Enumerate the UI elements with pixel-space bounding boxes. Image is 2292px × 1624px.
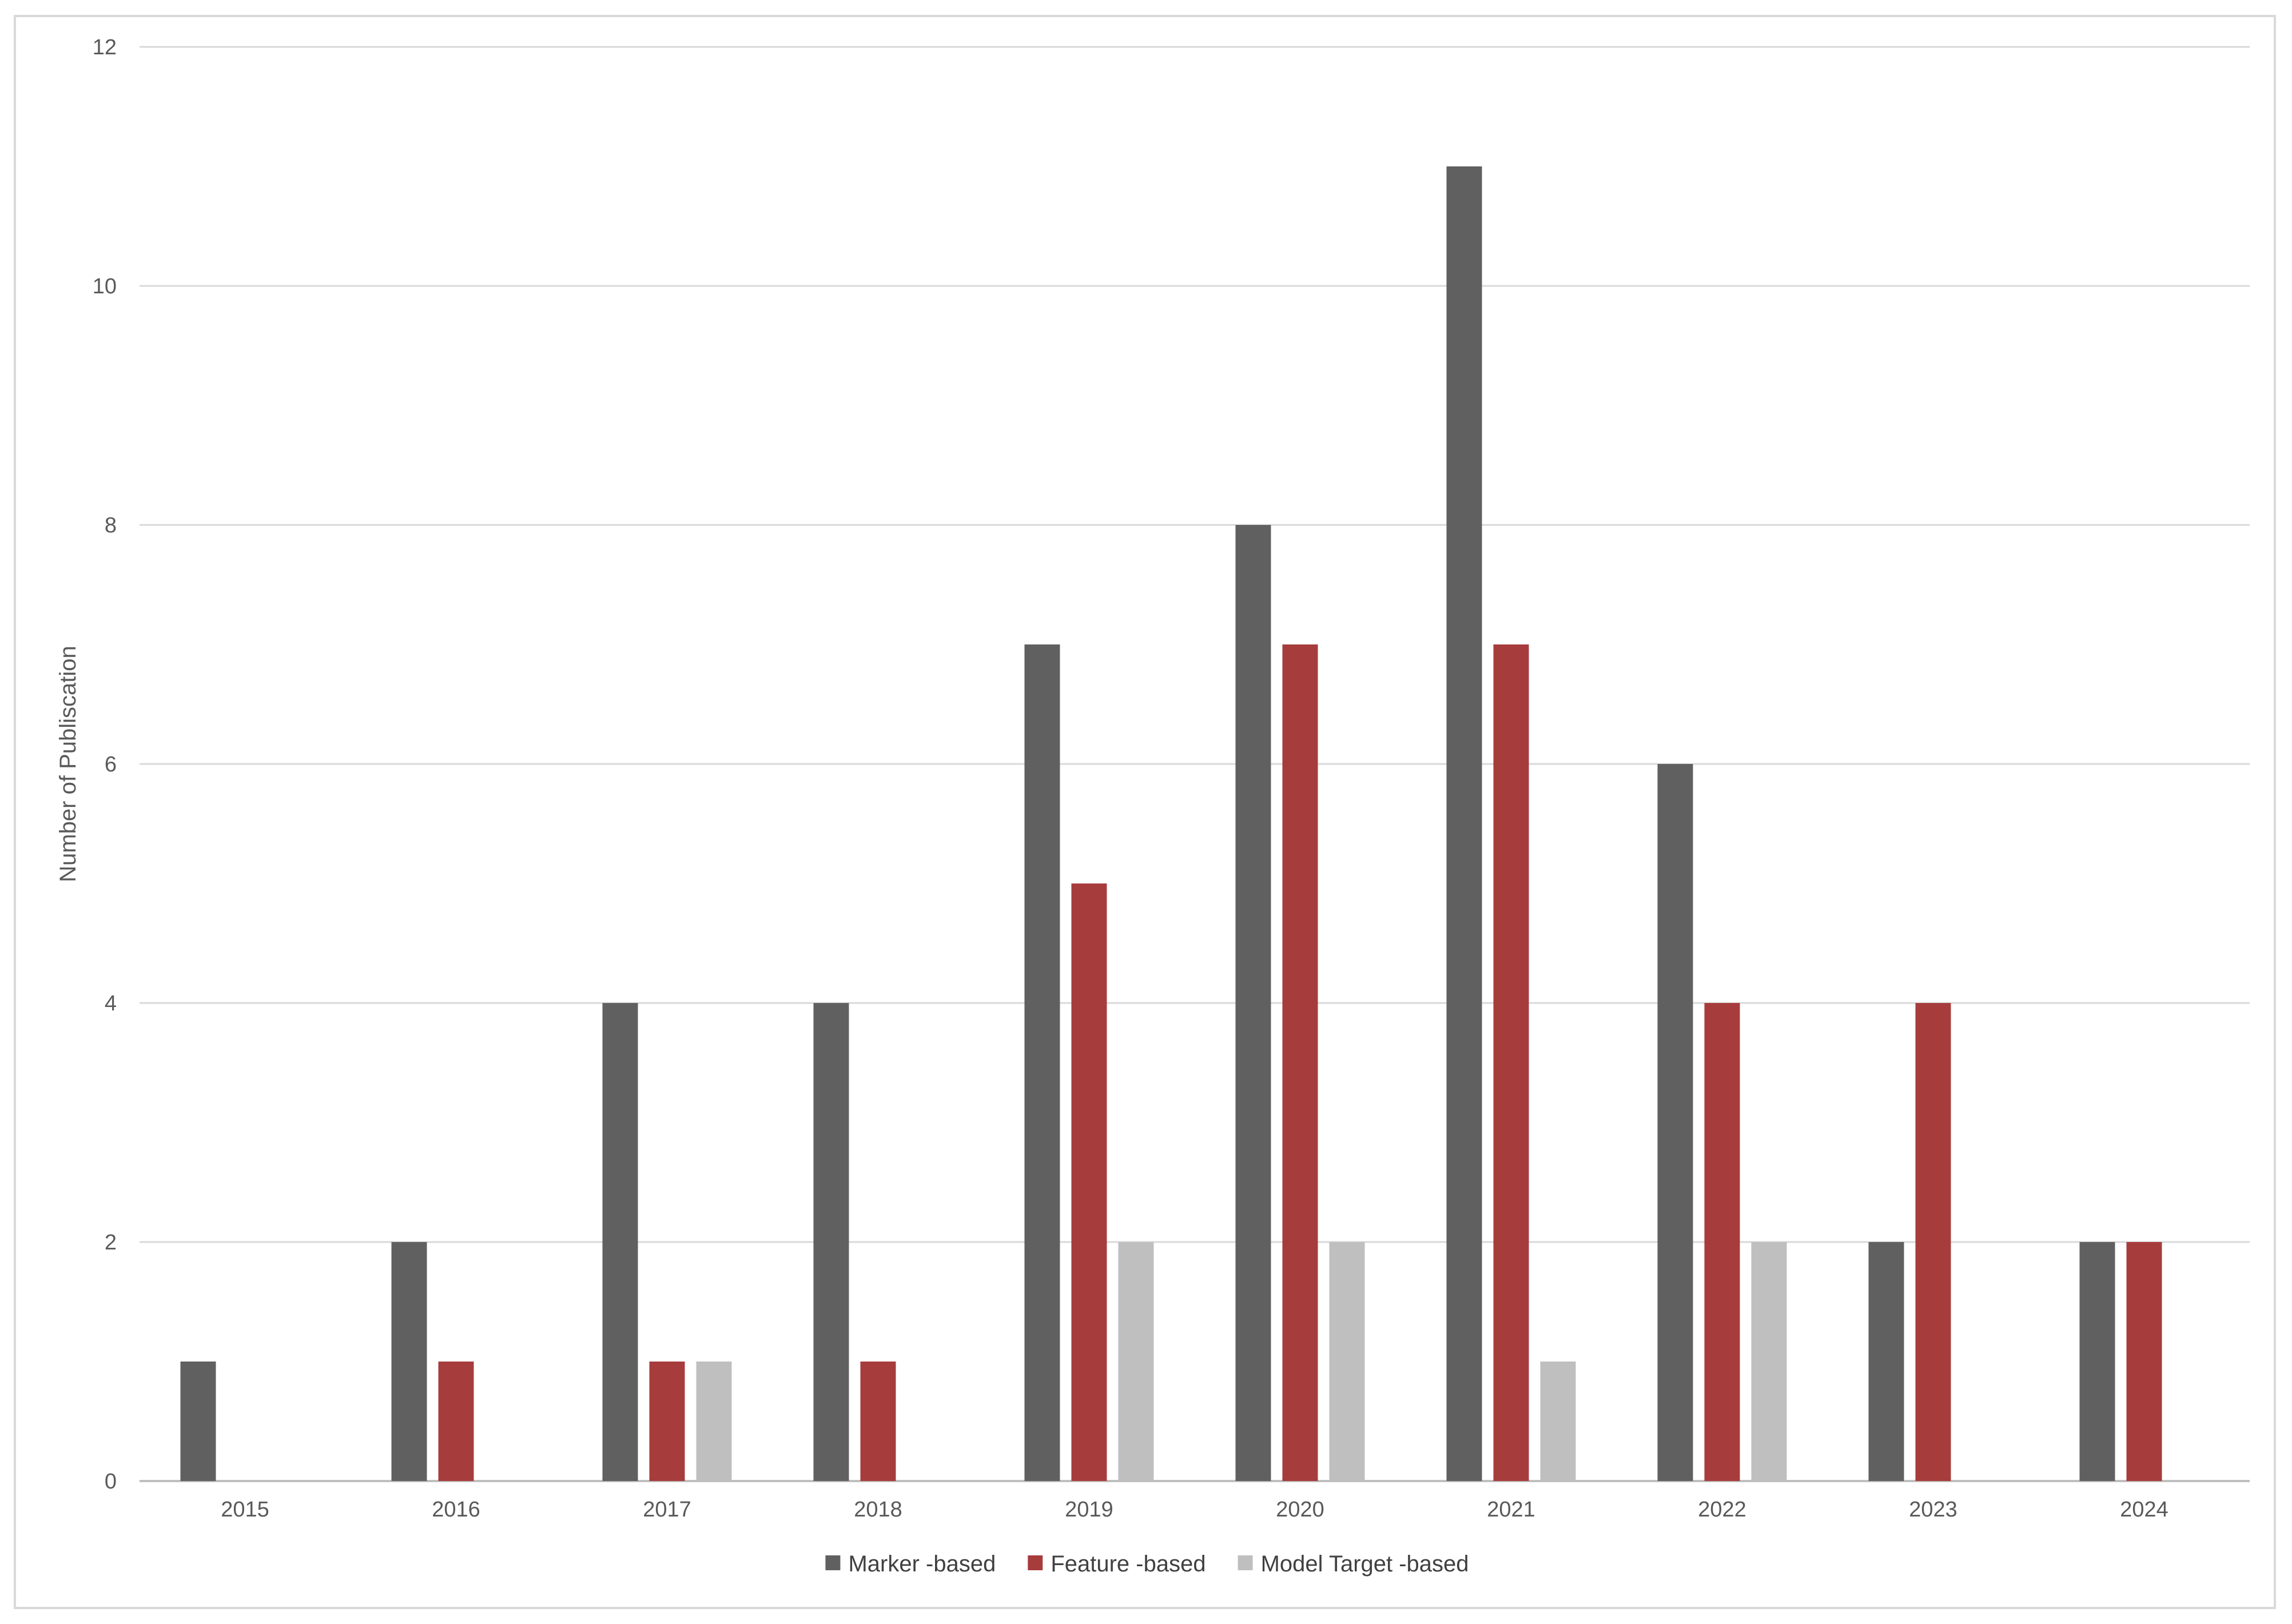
bar-2015-marker-based (180, 1362, 216, 1481)
x-tick-label: 2018 (854, 1498, 902, 1522)
legend-swatch (1237, 1555, 1253, 1570)
legend-swatch (1028, 1555, 1043, 1570)
bar-2017-model-target-based (696, 1362, 732, 1481)
bar-2021-marker-based (1446, 166, 1482, 1481)
bar-2023-marker-based (1868, 1242, 1904, 1481)
y-axis-title: Number of Publiscation (55, 646, 81, 882)
x-tick-label: 2017 (643, 1498, 691, 1522)
chart-frame: 0 2 4 6 8 10 12 2015 2016 2017 2018 2019 2020 2021 20… (14, 15, 2276, 1609)
bar-2018-marker-based (813, 1003, 849, 1481)
y-tick-label: 10 (93, 274, 117, 298)
y-tick-label: 12 (93, 35, 117, 59)
legend-swatch (825, 1555, 841, 1570)
bars (180, 166, 2162, 1481)
bar-2019-model-target-based (1118, 1242, 1154, 1481)
x-tick-label: 2019 (1065, 1498, 1113, 1522)
y-tick-label: 8 (105, 514, 117, 538)
y-tick-label: 0 (105, 1470, 117, 1494)
bar-2019-marker-based (1024, 644, 1060, 1481)
y-axis-ticks: 0 2 4 6 8 10 12 (93, 35, 117, 1494)
y-tick-label: 2 (105, 1231, 117, 1255)
x-tick-label: 2015 (221, 1498, 269, 1522)
x-tick-label: 2020 (1276, 1498, 1324, 1522)
bar-2017-marker-based (602, 1003, 638, 1481)
bar-2018-feature-based (860, 1362, 896, 1481)
x-tick-label: 2021 (1487, 1498, 1535, 1522)
x-tick-label: 2016 (432, 1498, 480, 1522)
x-tick-label: 2024 (2120, 1498, 2168, 1522)
x-tick-label: 2022 (1698, 1498, 1746, 1522)
legend: Marker -based Feature -based Model Target … (825, 1551, 1469, 1577)
bar-2024-feature-based (2126, 1242, 2162, 1481)
bar-2024-marker-based (2079, 1242, 2115, 1481)
x-axis-ticks: 2015 2016 2017 2018 2019 2020 2021 2022 2023 2024 (221, 1498, 2168, 1522)
bar-2023-feature-based (1915, 1003, 1951, 1481)
bar-2021-model-target-based (1540, 1362, 1576, 1481)
legend-label: Model Target -based (1261, 1551, 1469, 1577)
bar-2022-model-target-based (1751, 1242, 1787, 1481)
bar-2016-feature-based (438, 1362, 474, 1481)
y-tick-label: 4 (105, 992, 117, 1016)
bar-2020-feature-based (1282, 644, 1318, 1481)
bar-2016-marker-based (391, 1242, 427, 1481)
bar-2020-model-target-based (1329, 1242, 1365, 1481)
legend-label: Feature -based (1050, 1551, 1205, 1577)
bar-2022-marker-based (1657, 764, 1693, 1481)
bar-2021-feature-based (1493, 644, 1529, 1481)
bar-2022-feature-based (1704, 1003, 1740, 1481)
bar-2019-feature-based (1071, 883, 1107, 1481)
bar-2020-marker-based (1235, 525, 1271, 1481)
x-tick-label: 2023 (1909, 1498, 1957, 1522)
legend-label: Marker -based (848, 1551, 996, 1577)
y-tick-label: 6 (105, 753, 117, 777)
bar-2017-feature-based (649, 1362, 685, 1481)
